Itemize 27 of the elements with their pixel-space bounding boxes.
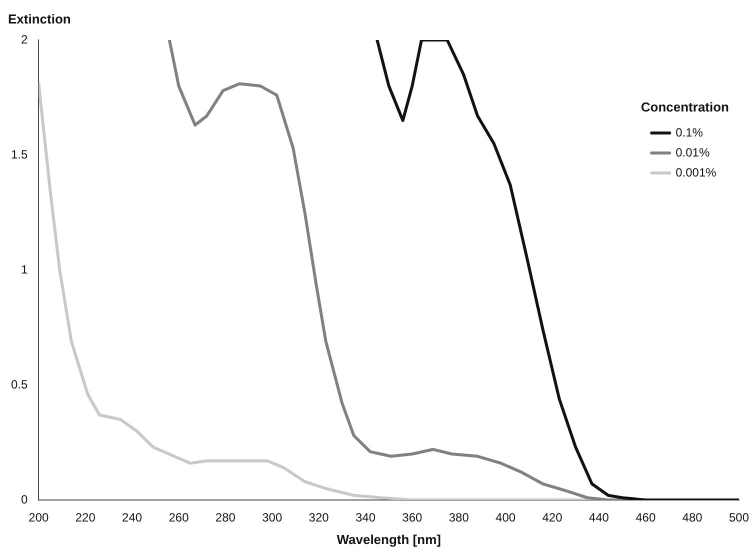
x-tick-label: 480: [682, 510, 703, 525]
x-tick-label: 380: [448, 510, 470, 525]
x-tick-label: 240: [122, 510, 142, 525]
x-tick-label: 460: [636, 510, 656, 525]
y-axis-title: Extinction: [8, 12, 71, 27]
y-tick-label: 0.5: [10, 377, 28, 392]
x-tick-label: 320: [308, 510, 330, 525]
x-tick-label: 360: [402, 510, 423, 525]
legend-label: 0.001%: [676, 165, 717, 180]
x-tick-label: 280: [215, 510, 236, 525]
legend-label: 0.01%: [676, 145, 710, 160]
x-axis-title: Wavelength [nm]: [336, 532, 441, 547]
y-tick-label: 1.5: [10, 147, 28, 162]
x-tick-label: 220: [75, 510, 96, 525]
x-tick-label: 440: [588, 510, 610, 525]
legend-label: 0.1%: [676, 125, 704, 140]
x-tick-label: 300: [262, 510, 282, 525]
x-tick-label: 420: [542, 510, 563, 525]
y-tick-label: 0: [20, 492, 28, 506]
x-tick-label: 400: [496, 510, 516, 525]
y-tick-label: 2: [20, 32, 28, 46]
x-tick-label: 340: [355, 510, 376, 525]
x-tick-label: 200: [28, 510, 50, 525]
x-tick-label: 260: [168, 510, 190, 525]
legend-title: Concentration: [640, 100, 730, 115]
x-tick-label: 500: [728, 510, 750, 525]
y-tick-label: 1: [20, 262, 28, 276]
